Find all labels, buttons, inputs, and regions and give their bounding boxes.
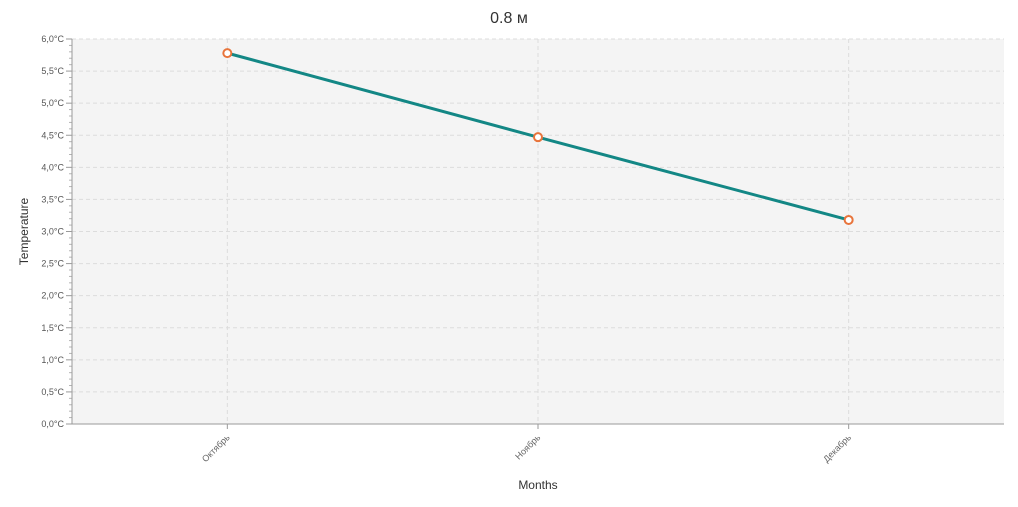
y-tick-label: 0,5°C <box>41 387 64 397</box>
y-tick-label: 6,0°C <box>41 34 64 44</box>
y-axis-title: Temperature <box>17 197 31 265</box>
data-point[interactable] <box>222 48 233 59</box>
y-tick-label: 4,5°C <box>41 130 64 140</box>
grid-layer <box>72 38 1004 424</box>
y-tick-label: 5,0°C <box>41 98 64 108</box>
x-tick-label: Декабрь <box>821 432 853 464</box>
y-tick-label: 0,0°C <box>41 419 64 429</box>
x-tick-label: Октябрь <box>200 432 232 464</box>
series-layer <box>222 48 854 225</box>
data-point[interactable] <box>843 214 854 225</box>
y-tick-label: 1,5°C <box>41 323 64 333</box>
x-axis-title: Months <box>518 478 557 492</box>
y-tick-label: 1,0°C <box>41 355 64 365</box>
chart-title: 0.8 м <box>490 10 528 27</box>
y-tick-label: 5,5°C <box>41 66 64 76</box>
x-tick-label: Ноябрь <box>513 432 542 461</box>
data-point[interactable] <box>533 132 543 143</box>
y-tick-label: 3,5°C <box>41 194 64 204</box>
y-tick-label: 2,5°C <box>41 259 64 269</box>
y-tick-label: 2,0°C <box>41 291 64 301</box>
y-tick-label: 3,0°C <box>41 227 64 237</box>
y-tick-label: 4,0°C <box>41 162 64 172</box>
